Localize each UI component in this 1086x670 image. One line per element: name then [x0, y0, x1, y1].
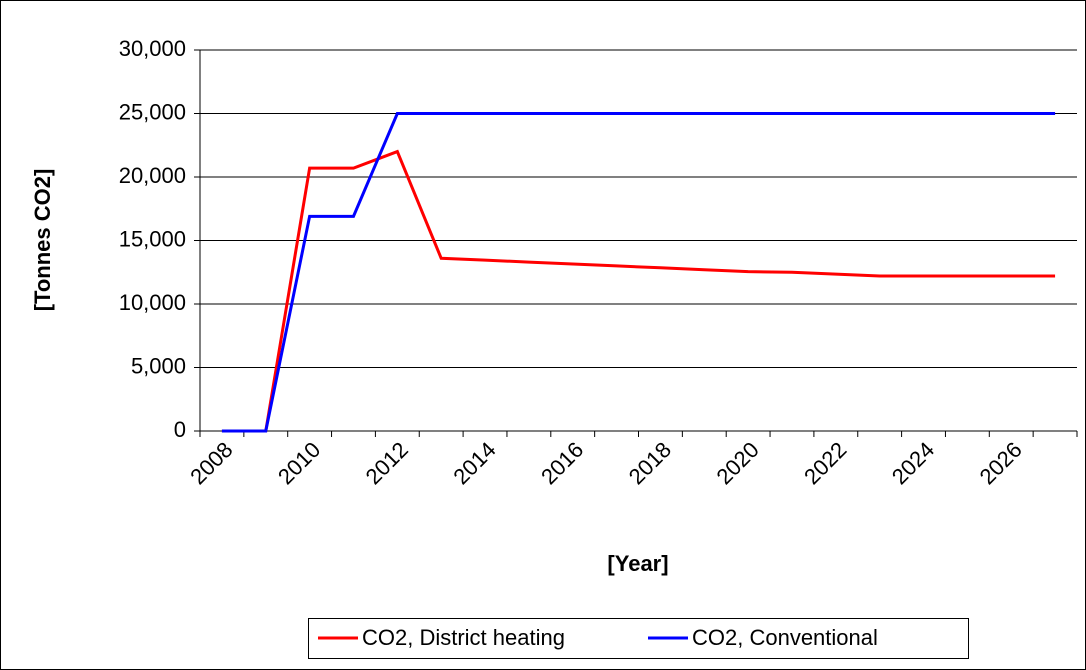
y-axis-title: [Tonnes CO2] [30, 169, 55, 312]
x-axis-title: [Year] [607, 551, 668, 576]
series-line [221, 112, 1056, 433]
legend-label: CO2, District heating [362, 625, 565, 650]
y-tick-label: 25,000 [119, 99, 186, 124]
y-tick-label: 30,000 [119, 36, 186, 61]
series-line [221, 149, 1056, 433]
y-tick-label: 5,000 [131, 353, 186, 378]
y-tick-label: 15,000 [119, 226, 186, 251]
y-tick-label: 10,000 [119, 290, 186, 315]
y-tick-label: 20,000 [119, 163, 186, 188]
legend-box [308, 618, 969, 659]
y-tick-label: 0 [174, 417, 186, 442]
legend-label: CO2, Conventional [692, 625, 878, 650]
